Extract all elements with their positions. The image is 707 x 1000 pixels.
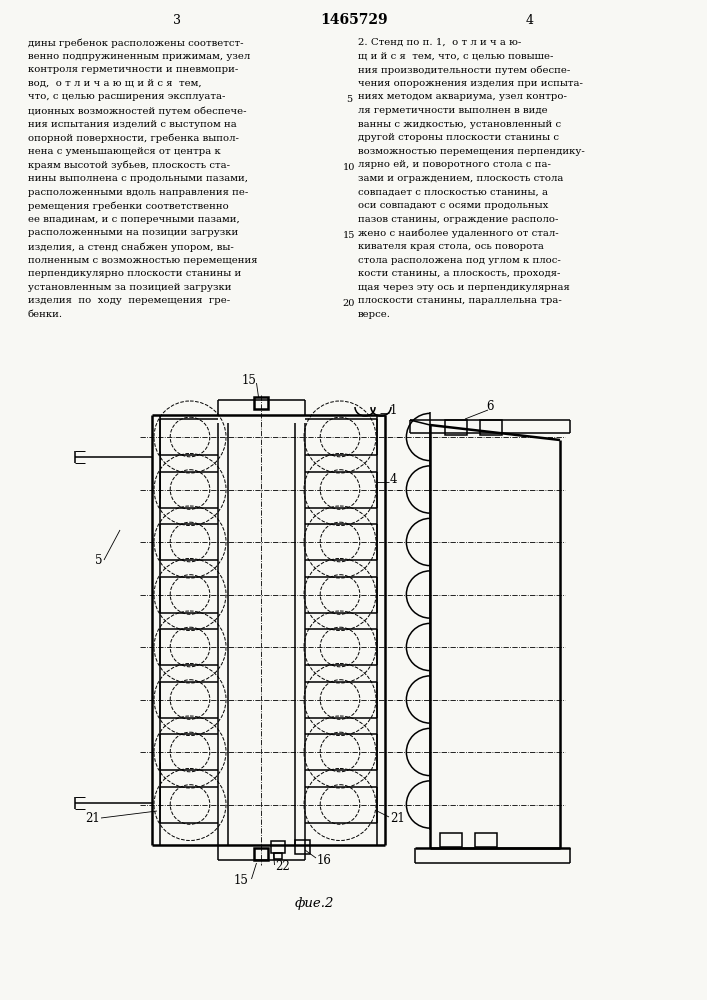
Text: плоскости станины, параллельна тра-: плоскости станины, параллельна тра- [358,296,562,305]
Bar [440,833,462,847]
Text: 15: 15 [242,373,257,386]
Text: оси совпадают с осями продольных: оси совпадают с осями продольных [358,201,549,210]
Text: расположенными вдоль направления пе-: расположенными вдоль направления пе- [28,188,248,197]
Text: чения опорожнения изделия при испыта-: чения опорожнения изделия при испыта- [358,79,583,88]
Text: совпадает с плоскостью станины, а: совпадает с плоскостью станины, а [358,188,548,197]
Bar [445,420,467,435]
Text: 3: 3 [173,13,181,26]
Text: 5: 5 [346,95,352,104]
Text: дины гребенок расположены соответст-: дины гребенок расположены соответст- [28,38,243,47]
Text: изделия, а стенд снабжен упором, вы-: изделия, а стенд снабжен упором, вы- [28,242,234,251]
Text: 20: 20 [343,299,355,308]
Text: 15: 15 [343,231,355,240]
Text: 10: 10 [343,163,355,172]
Text: ля герметичности выполнен в виде: ля герметичности выполнен в виде [358,106,548,115]
Text: полненным с возможностью перемещения: полненным с возможностью перемещения [28,256,257,265]
Text: 5: 5 [95,554,103,566]
Text: 4: 4 [390,473,397,486]
Text: лярно ей, и поворотного стола с па-: лярно ей, и поворотного стола с па- [358,160,551,169]
Text: нена с уменьшающейся от центра к: нена с уменьшающейся от центра к [28,147,221,156]
Text: 21: 21 [86,812,100,824]
Text: пазов станины, ограждение располо-: пазов станины, ограждение располо- [358,215,559,224]
Text: версе.: версе. [358,310,391,319]
Text: краям высотой зубьев, плоскость ста-: краям высотой зубьев, плоскость ста- [28,160,230,170]
Text: ванны с жидкостью, установленный с: ванны с жидкостью, установленный с [358,120,561,129]
Text: 1: 1 [390,403,397,416]
Text: ния производительности путем обеспе-: ния производительности путем обеспе- [358,65,571,75]
Text: 16: 16 [317,854,332,866]
Text: ционных возможностей путем обеспече-: ционных возможностей путем обеспече- [28,106,247,115]
Text: щ и й с я  тем, что, с целью повыше-: щ и й с я тем, что, с целью повыше- [358,52,554,61]
Text: 4: 4 [526,13,534,26]
Bar [255,397,269,409]
Bar [255,848,269,860]
Text: вод,  о т л и ч а ю щ и й с я  тем,: вод, о т л и ч а ю щ и й с я тем, [28,79,201,88]
Text: кивателя края стола, ось поворота: кивателя края стола, ось поворота [358,242,544,251]
Bar [480,420,502,435]
Text: контроля герметичности и пневмопри-: контроля герметичности и пневмопри- [28,65,238,74]
Text: 2. Стенд по п. 1,  о т л и ч а ю-: 2. Стенд по п. 1, о т л и ч а ю- [358,38,521,47]
Text: перпендикулярно плоскости станины и: перпендикулярно плоскости станины и [28,269,241,278]
Text: бенки.: бенки. [28,310,63,319]
Text: ее впадинам, и с поперечными пазами,: ее впадинам, и с поперечными пазами, [28,215,240,224]
Text: зами и ограждением, плоскость стола: зами и ограждением, плоскость стола [358,174,563,183]
Text: 15: 15 [234,874,249,886]
Text: венно подпружиненным прижимам, узел: венно подпружиненным прижимам, узел [28,52,250,61]
Text: жено с наиболее удаленного от стал-: жено с наиболее удаленного от стал- [358,228,559,238]
Text: что, с целью расширения эксплуата-: что, с целью расширения эксплуата- [28,92,226,101]
Text: изделия  по  ходу  перемещения  гре-: изделия по ходу перемещения гре- [28,296,230,305]
Text: расположенными на позиции загрузки: расположенными на позиции загрузки [28,228,238,237]
Text: фиe.2: фиe.2 [295,897,334,910]
Text: ния испытания изделий с выступом на: ния испытания изделий с выступом на [28,120,237,129]
Text: щая через эту ось и перпендикулярная: щая через эту ось и перпендикулярная [358,283,570,292]
Text: стола расположена под углом к плос-: стола расположена под углом к плос- [358,256,561,265]
Text: другой стороны плоскости станины с: другой стороны плоскости станины с [358,133,559,142]
Text: ниях методом аквариума, узел контро-: ниях методом аквариума, узел контро- [358,92,567,101]
Text: возможностью перемещения перпендику-: возможностью перемещения перпендику- [358,147,585,156]
Text: 21: 21 [390,812,404,824]
Text: кости станины, а плоскость, проходя-: кости станины, а плоскость, проходя- [358,269,561,278]
Text: нины выполнена с продольными пазами,: нины выполнена с продольными пазами, [28,174,248,183]
Text: опорной поверхности, гребенка выпол-: опорной поверхности, гребенка выпол- [28,133,239,143]
Text: 6: 6 [486,400,493,414]
Text: установленным за позицией загрузки: установленным за позицией загрузки [28,283,231,292]
Bar [274,853,283,859]
Text: ремещения гребенки соответственно: ремещения гребенки соответственно [28,201,229,211]
Bar [295,840,310,854]
Bar [475,833,497,847]
Text: 1465729: 1465729 [320,13,388,27]
Text: 22: 22 [276,860,291,874]
Bar [271,841,286,853]
